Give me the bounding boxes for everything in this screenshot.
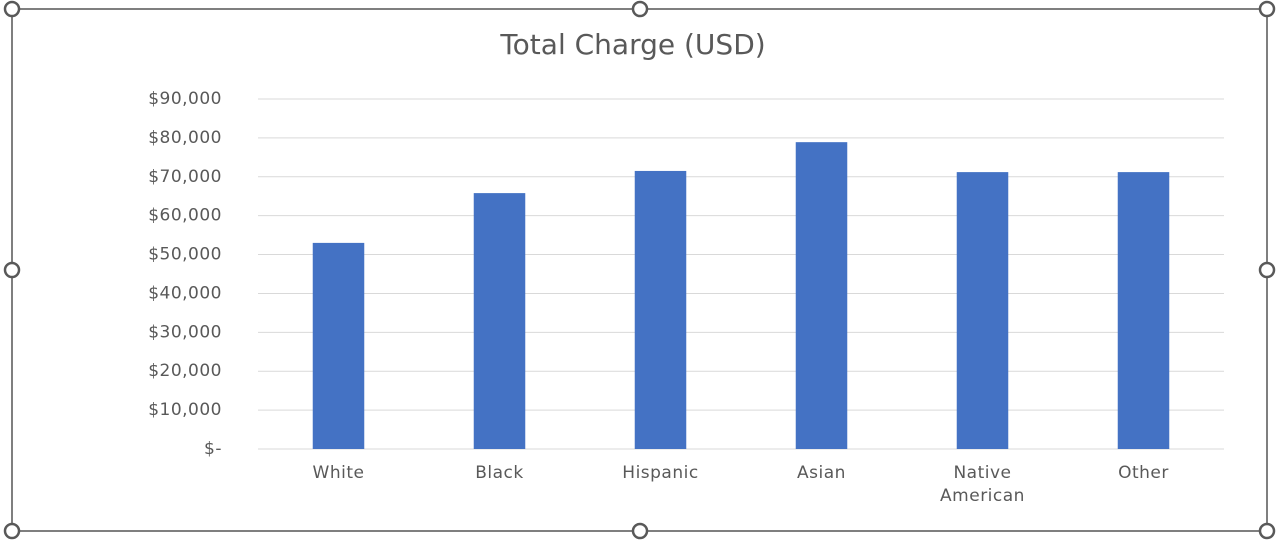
x-tick-label: Native American [940, 463, 1025, 506]
resize-handle[interactable] [1258, 0, 1276, 18]
y-tick-label: $50,000 [148, 245, 222, 265]
x-tick-label: Other [1118, 463, 1169, 483]
bar [312, 242, 365, 449]
x-tick-label: Black [475, 463, 524, 483]
y-tick-label: $90,000 [148, 89, 222, 109]
resize-handle[interactable] [1258, 261, 1276, 279]
bar [795, 142, 848, 449]
bar [956, 172, 1009, 449]
resize-handles [3, 0, 1276, 540]
bar [1117, 172, 1170, 449]
resize-handle[interactable] [3, 0, 21, 18]
y-tick-label: $80,000 [148, 128, 222, 148]
x-tick-label: Asian [797, 463, 846, 483]
bar [473, 193, 526, 449]
resize-handle[interactable] [631, 522, 649, 540]
y-tick-label: $10,000 [148, 400, 222, 420]
y-tick-label: $20,000 [148, 361, 222, 381]
x-tick-label: White [312, 463, 365, 483]
bar [634, 170, 687, 449]
y-tick-label: $60,000 [148, 206, 222, 226]
resize-handle[interactable] [631, 0, 649, 18]
y-tick-label: $40,000 [148, 283, 222, 303]
x-tick-label: Hispanic [622, 463, 699, 483]
y-tick-label: $70,000 [148, 167, 222, 187]
resize-handle[interactable] [3, 522, 21, 540]
resize-handle[interactable] [3, 261, 21, 279]
resize-handle[interactable] [1258, 522, 1276, 540]
y-tick-label: $30,000 [148, 322, 222, 342]
chart-title: Total Charge (USD) [499, 28, 765, 61]
y-tick-label: $- [204, 439, 222, 459]
